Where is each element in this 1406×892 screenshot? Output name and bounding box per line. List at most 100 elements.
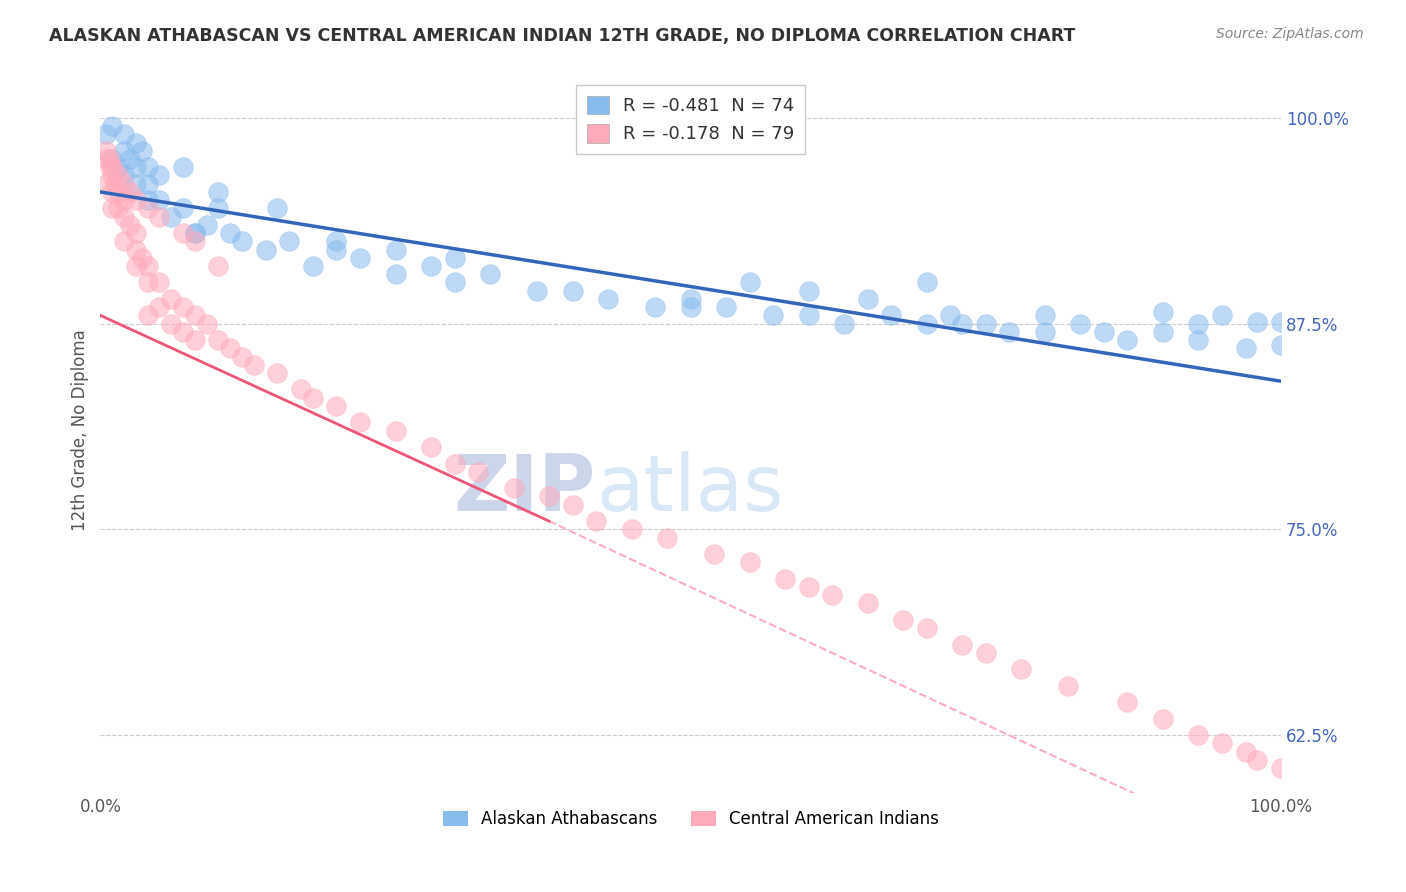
Point [101,185,124,199]
Point [478,267,501,281]
Point [172,202,194,216]
Point [832,317,855,331]
Point [107,185,129,199]
Point [107,202,129,216]
Point [254,243,277,257]
Point [302,391,325,405]
Point [278,235,301,249]
Point [325,399,347,413]
Point [1069,317,1091,331]
Point [101,161,124,175]
Point [915,276,938,290]
Point [172,325,194,339]
Point [148,300,170,314]
Legend: Alaskan Athabascans, Central American Indians: Alaskan Athabascans, Central American In… [436,804,945,835]
Point [856,292,879,306]
Point [195,218,218,232]
Point [467,465,489,479]
Point [1033,309,1056,323]
Point [101,169,124,183]
Point [148,193,170,207]
Point [1246,315,1268,329]
Point [107,161,129,175]
Point [679,300,702,314]
Point [219,226,242,240]
Point [1152,325,1174,339]
Point [773,572,796,586]
Point [349,415,371,429]
Point [207,202,229,216]
Point [891,613,914,627]
Point [325,243,347,257]
Point [1187,728,1209,742]
Point [184,333,207,347]
Point [1234,745,1257,759]
Point [290,383,312,397]
Point [915,621,938,635]
Point [1211,736,1233,750]
Point [915,317,938,331]
Point [231,235,253,249]
Point [1057,679,1080,693]
Point [184,226,207,240]
Text: ALASKAN ATHABASCAN VS CENTRAL AMERICAN INDIAN 12TH GRADE, NO DIPLOMA CORRELATION: ALASKAN ATHABASCAN VS CENTRAL AMERICAN I… [49,27,1076,45]
Point [136,259,159,273]
Point [266,202,288,216]
Point [419,440,441,454]
Point [797,284,820,298]
Point [1270,315,1292,329]
Point [1270,761,1292,775]
Point [526,284,548,298]
Point [243,358,266,372]
Point [107,169,129,183]
Point [136,177,159,191]
Point [797,309,820,323]
Point [172,300,194,314]
Point [101,202,124,216]
Point [384,267,406,281]
Point [112,169,135,183]
Point [703,547,725,561]
Point [231,350,253,364]
Point [1270,338,1292,352]
Y-axis label: 12th Grade, No Diploma: 12th Grade, No Diploma [72,330,89,532]
Point [1234,341,1257,355]
Text: atlas: atlas [596,450,783,526]
Point [118,152,141,166]
Point [118,218,141,232]
Point [136,276,159,290]
Point [125,136,148,150]
Point [384,424,406,438]
Point [112,193,135,207]
Point [384,243,406,257]
Point [561,498,583,512]
Point [655,531,678,545]
Point [103,177,125,191]
Point [125,177,148,191]
Point [596,292,619,306]
Point [561,284,583,298]
Point [96,152,118,166]
Point [207,259,229,273]
Point [679,292,702,306]
Point [1116,333,1139,347]
Point [96,128,118,142]
Point [1246,753,1268,767]
Point [1033,325,1056,339]
Point [219,341,242,355]
Point [131,251,153,265]
Point [195,317,218,331]
Point [112,235,135,249]
Point [1116,695,1139,709]
Point [112,128,135,142]
Point [112,144,135,158]
Point [148,169,170,183]
Point [738,276,761,290]
Point [125,259,148,273]
Point [880,309,903,323]
Point [443,457,465,471]
Point [537,490,560,504]
Point [821,588,844,602]
Point [96,177,118,191]
Point [101,152,124,166]
